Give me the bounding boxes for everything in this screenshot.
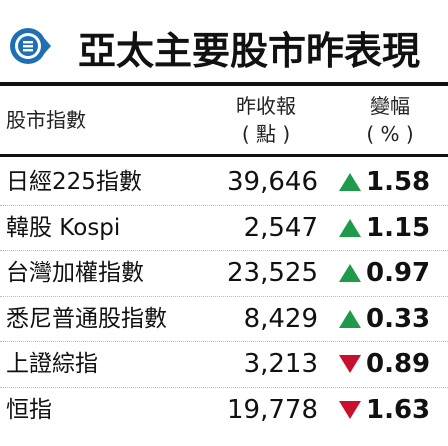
close-value: 8,429 [243, 303, 318, 334]
index-name: 韓股 Kospi [6, 214, 121, 241]
close-value: 19,778 [227, 394, 318, 425]
change-value: 0.33 [366, 303, 431, 334]
table-row: 上證綜指 3,213 0.89 [0, 342, 448, 388]
index-name: 上證綜指 [6, 351, 98, 377]
table-row: 韓股 Kospi 2,547 1.15 [0, 206, 448, 251]
close-value: 39,646 [227, 167, 318, 197]
change-cell: 0.89 [338, 342, 442, 386]
column-header-close-unit: ( 點 ) [241, 122, 291, 146]
close-value: 3,213 [243, 349, 318, 379]
change-cell: 0.33 [338, 297, 442, 341]
up-arrow-icon [338, 171, 362, 193]
index-name: 日經225指數 [6, 169, 142, 195]
change-value: 1.58 [366, 167, 431, 197]
close-value: 2,547 [243, 212, 318, 243]
index-name: 台灣加權指數 [6, 260, 144, 286]
change-value: 0.89 [366, 349, 431, 379]
table-row: 恒指 19,778 1.63 [0, 388, 448, 434]
up-arrow-icon [338, 217, 362, 239]
index-name: 恒指 [6, 396, 52, 423]
column-header-close-title: 昨收報 [236, 94, 296, 118]
change-cell: 0.97 [338, 251, 442, 295]
column-header-change: 變幅 ( % ) [338, 92, 442, 148]
page-title: 亞太主要股市昨表現 [78, 29, 421, 73]
change-value: 0.97 [366, 258, 431, 288]
index-name: 悉尼普通股指數 [6, 305, 167, 332]
table-row: 日經225指數 39,646 1.58 [0, 160, 448, 206]
change-value: 1.63 [366, 394, 431, 425]
change-value: 1.15 [366, 212, 431, 243]
index-table: 日經225指數 39,646 1.58 韓股 Kospi 2,547 1.15 … [0, 160, 448, 433]
table-row: 台灣加權指數 23,525 0.97 [0, 251, 448, 297]
table-row: 悉尼普通股指數 8,429 0.33 [0, 297, 448, 342]
change-cell: 1.15 [338, 206, 442, 250]
change-cell: 1.63 [338, 388, 442, 432]
change-cell: 1.58 [338, 160, 442, 204]
down-arrow-icon [338, 399, 362, 421]
header: 亞太主要股市昨表現 [0, 0, 448, 78]
up-arrow-icon [338, 308, 362, 330]
top-divider [0, 82, 448, 86]
hkej-logo-icon [8, 24, 52, 68]
close-value: 23,525 [227, 258, 318, 288]
up-arrow-icon [338, 262, 362, 284]
down-arrow-icon [338, 353, 362, 375]
column-header-change-unit: ( % ) [366, 122, 414, 146]
header-divider [0, 154, 448, 157]
column-header-change-title: 變幅 [370, 94, 410, 118]
column-header-index: 股市指數 [6, 108, 86, 132]
column-header-close: 昨收報 ( 點 ) [214, 92, 318, 148]
